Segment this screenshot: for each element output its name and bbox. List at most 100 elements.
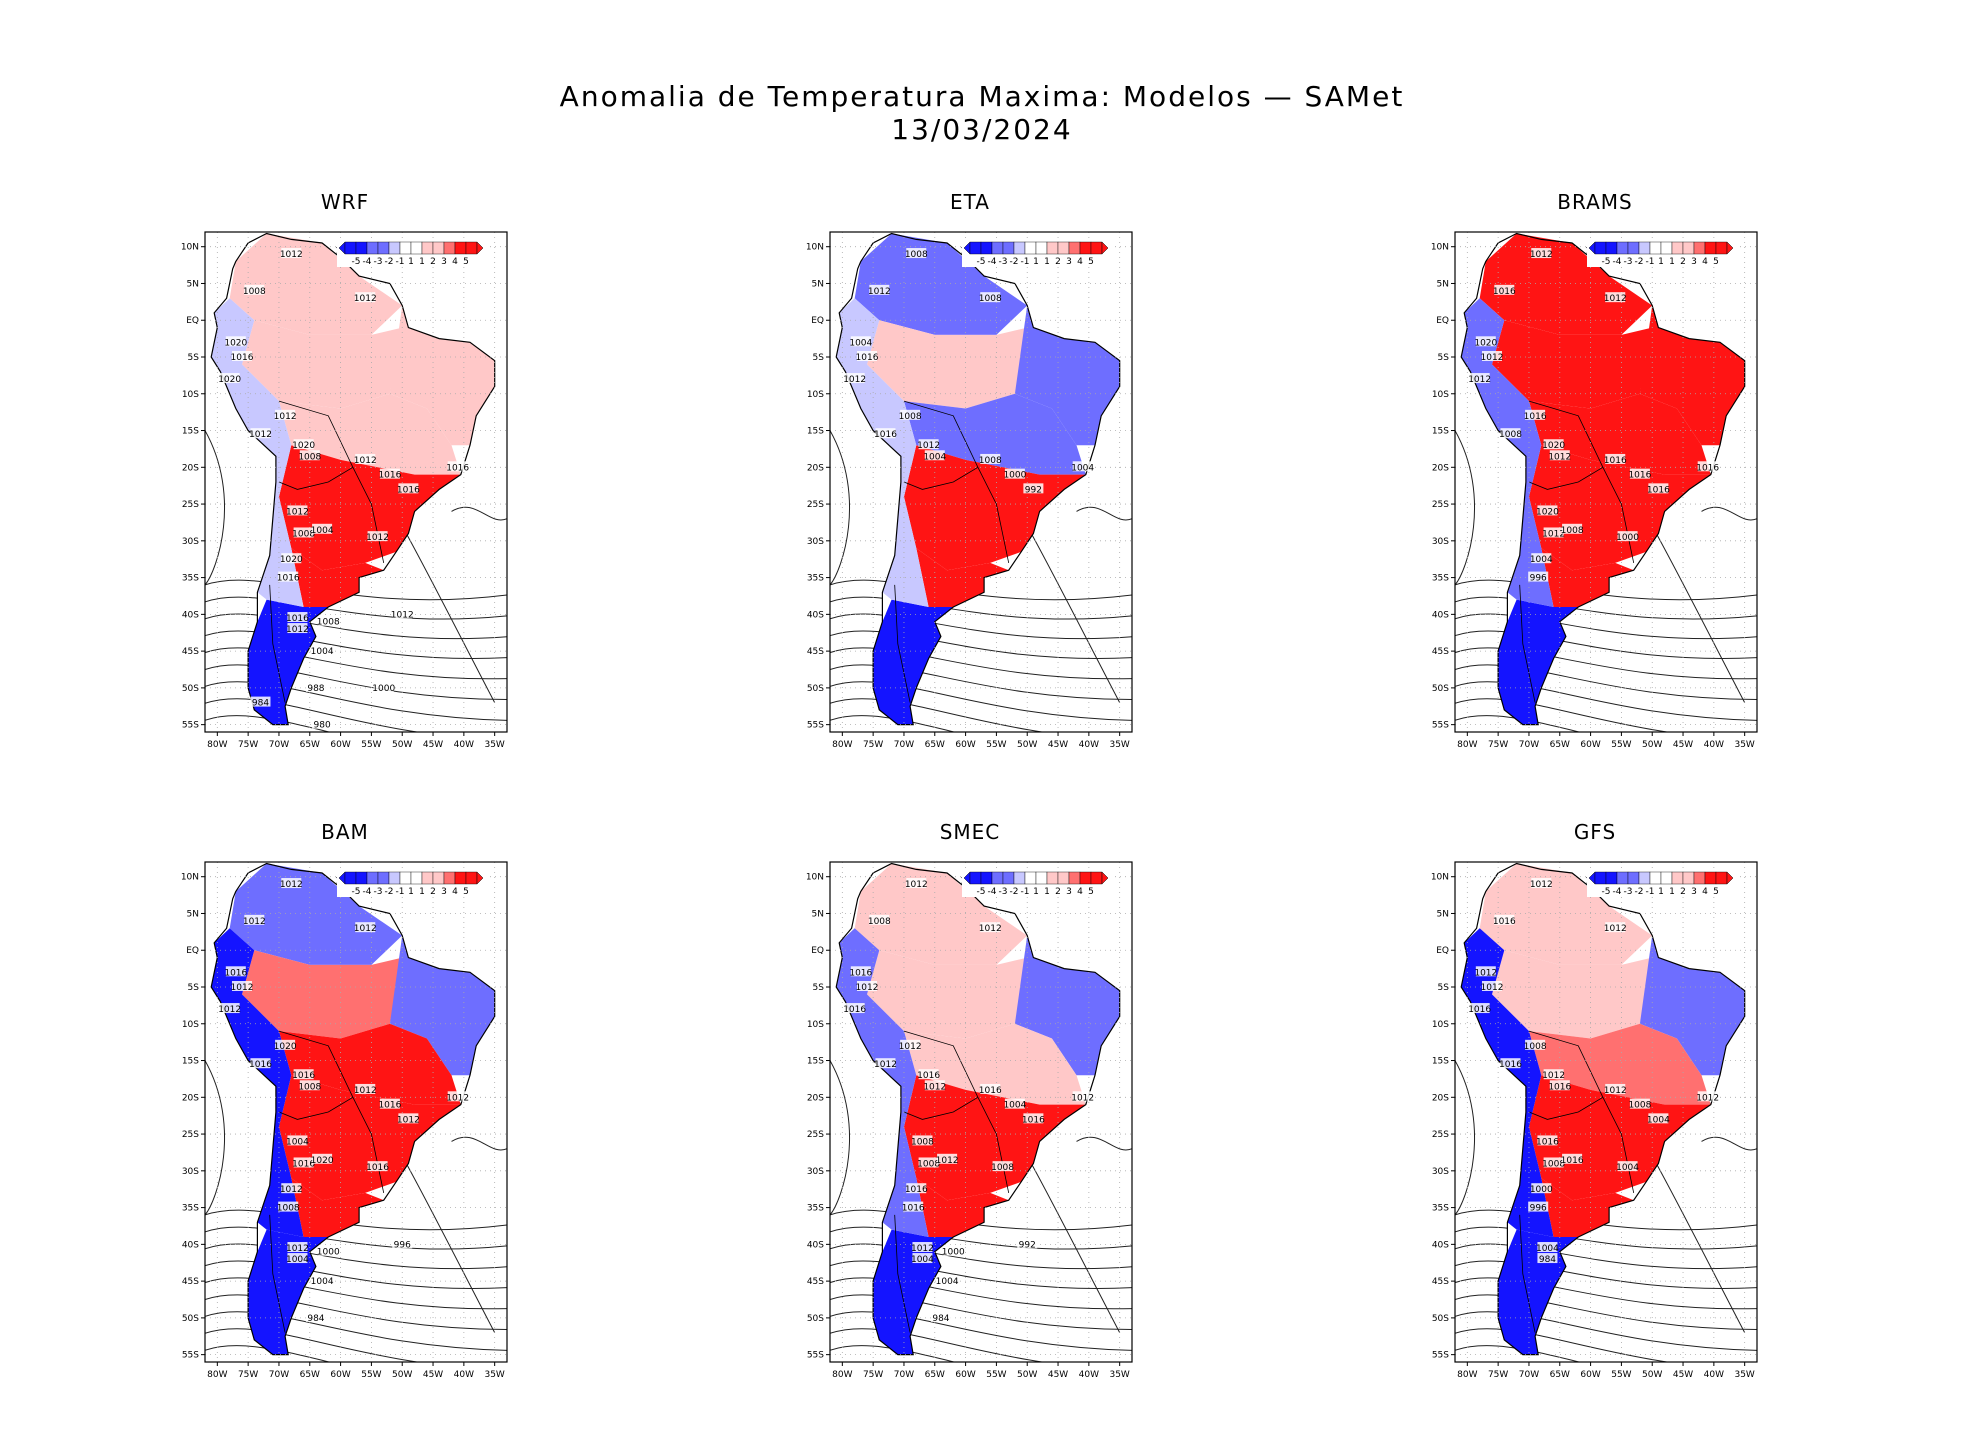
colorbar-swatch [432,241,445,255]
colorbar-label: 5 [463,887,469,897]
colorbar-swatch [1079,241,1092,255]
isobar-label-bg [278,571,299,582]
lat-label: 30S [1432,537,1449,547]
colorbar-swatch [454,241,467,255]
isobar-label: 1016 [1628,471,1651,481]
map-plot: 1012101210161012101210121016100810161012… [1431,861,1758,1380]
map-plot: 1012100810121012101610121012102010161016… [181,861,508,1380]
lat-label: 20S [807,1093,824,1103]
country-border [278,466,354,490]
isobar-label-bg [1475,966,1496,977]
colorbar-swatch [1627,241,1640,255]
colorbar-swatch [1035,241,1048,255]
isobar-label-bg [875,428,896,439]
colorbar-swatch [465,871,478,885]
map-panel-brams: BRAMS 1012101210161012102010121012101610… [1415,190,1775,780]
anomaly-region-center [1529,393,1711,475]
isobar-label: 1012 [231,983,254,993]
isobar-label: 1012 [1468,375,1491,385]
anomaly-region-north [1479,863,1653,965]
anomaly-region-pampas [1541,548,1634,607]
isobar-label-bg [992,1161,1013,1172]
lat-label: 10N [806,873,824,883]
isobar-line [1651,525,1746,703]
country-border [1528,1096,1604,1120]
colorbar-label: 3 [441,887,447,897]
lon-label: 45W [423,740,443,750]
isobar-label-bg [906,248,927,259]
lat-label: 45S [1432,1277,1449,1287]
colorbar-label: 2 [430,887,436,897]
lat-label: 25S [1432,1130,1449,1140]
lat-label: 15S [182,1057,199,1067]
colorbar-label: 4 [1077,257,1083,267]
colorbar-swatch [1616,871,1629,885]
isobar-label-bg [850,336,871,347]
isobar-label: 1012 [354,1086,377,1096]
isobar-label: 1004 [311,1277,334,1287]
country-border [1519,584,1536,703]
lat-label: 50S [182,684,199,694]
isobar-label: 1012 [936,1156,959,1166]
anomaly-region-south [904,1075,1086,1201]
colorbar-swatch [1013,241,1026,255]
colorbar-label: -3 [999,257,1008,267]
country-border [903,1030,1010,1193]
isobar-label: 1012 [274,412,297,422]
colorbar-label: -3 [999,887,1008,897]
lat-label: 25S [182,500,199,510]
lon-label: 60W [1580,740,1600,750]
colorbar-arrow-right [1726,241,1734,255]
colorbar-label: -1 [396,887,405,897]
anomaly-region-pampas [916,1178,1009,1237]
isobar-line [830,1243,1132,1270]
colorbar-label: -4 [988,257,997,267]
colorbar-label: 4 [1702,257,1708,267]
colorbar-label: 2 [1680,257,1686,267]
isobar-line [205,1345,332,1362]
colorbar-label: -1 [1021,887,1030,897]
lat-label: 55S [1432,721,1449,731]
lon-label: 75W [238,1370,258,1380]
colorbar-swatch [1671,871,1684,885]
colorbar-swatch [991,871,1004,885]
isobar-label: 1020 [274,1042,297,1052]
isobar-line [830,681,1132,721]
isobar-label-bg [1605,922,1626,933]
isobar-label-bg [318,1245,339,1256]
isobar-label: 1016 [397,485,420,495]
isobar-label-bg [318,615,339,626]
colorbar-label: -3 [1624,887,1633,897]
lat-label: 30S [182,1167,199,1177]
isobar-line [1455,1243,1757,1270]
isobar-label: 1016 [905,1185,928,1195]
isobar-label-bg [219,373,240,384]
lon-label: 80W [832,740,852,750]
isobar-label: 992 [1019,1240,1036,1250]
anomaly-region-north [229,863,403,965]
isobar-label: 1004 [911,1255,934,1265]
isobar-line [205,1294,507,1330]
lat-label: 55S [1432,1351,1449,1361]
lon-label: 70W [1519,1370,1539,1380]
anomaly-region-south [1529,1075,1711,1201]
colorbar-label: -5 [352,257,361,267]
isobar-line [1455,630,1757,659]
isobar-label-bg [293,527,314,538]
colorbar-label: -4 [988,887,997,897]
isobar-label: 1016 [249,1060,272,1070]
isobar-label-bg [1531,878,1552,889]
isobar-label: 1012 [280,250,303,260]
isobar-label: 1008 [905,250,928,260]
lon-label: 80W [1457,1370,1477,1380]
isobar-label-bg [312,523,333,534]
anomaly-region-northeast [389,305,495,446]
isobar-label: 1016 [1548,1082,1571,1092]
isobar-label: 1004 [1647,1115,1670,1125]
isobar-label: 1016 [277,574,300,584]
lat-label: 5N [1437,909,1449,919]
colorbar-swatch [1682,241,1695,255]
lat-label: 55S [807,1351,824,1361]
colorbar-swatch [366,241,379,255]
isobar-label: 1016 [1561,1156,1584,1166]
